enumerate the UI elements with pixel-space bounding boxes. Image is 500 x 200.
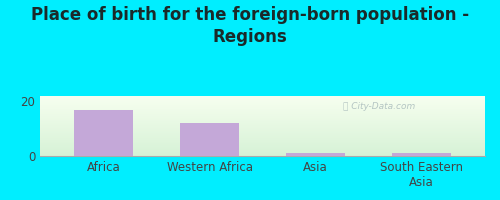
Text: Place of birth for the foreign-born population -
Regions: Place of birth for the foreign-born popu… xyxy=(31,6,469,46)
Bar xyxy=(392,153,450,156)
Text: ⓘ City-Data.com: ⓘ City-Data.com xyxy=(342,102,415,111)
Bar xyxy=(74,110,132,156)
Bar xyxy=(286,153,344,156)
Bar xyxy=(180,123,238,156)
